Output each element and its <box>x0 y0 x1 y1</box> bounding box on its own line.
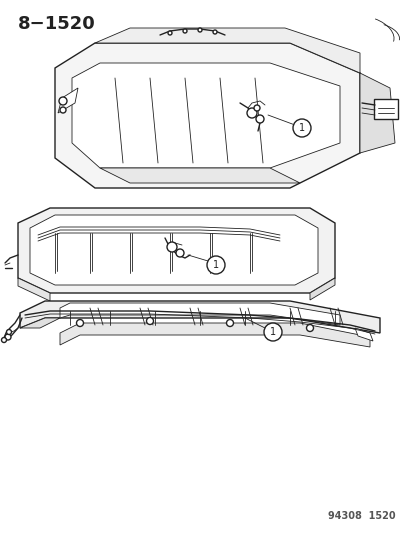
Text: 8−1520: 8−1520 <box>18 15 95 33</box>
Text: 1: 1 <box>212 260 218 270</box>
Polygon shape <box>95 28 359 73</box>
Polygon shape <box>359 73 394 153</box>
Polygon shape <box>20 301 379 333</box>
Circle shape <box>247 108 256 118</box>
Text: 94308  1520: 94308 1520 <box>328 511 395 521</box>
Circle shape <box>146 318 153 325</box>
Circle shape <box>76 319 83 327</box>
Text: 1: 1 <box>298 123 304 133</box>
Circle shape <box>263 323 281 341</box>
Circle shape <box>292 119 310 137</box>
Polygon shape <box>55 43 359 188</box>
Polygon shape <box>20 318 60 328</box>
Polygon shape <box>58 88 78 113</box>
Circle shape <box>176 249 183 257</box>
Circle shape <box>60 107 66 113</box>
Polygon shape <box>18 208 334 293</box>
FancyBboxPatch shape <box>373 99 397 119</box>
Polygon shape <box>60 323 369 347</box>
Polygon shape <box>309 278 334 300</box>
Polygon shape <box>72 63 339 168</box>
Circle shape <box>226 319 233 327</box>
Polygon shape <box>18 278 50 301</box>
Circle shape <box>168 31 171 35</box>
Polygon shape <box>354 328 372 341</box>
Circle shape <box>5 334 11 340</box>
Circle shape <box>206 256 224 274</box>
Circle shape <box>212 30 216 34</box>
Circle shape <box>7 329 12 335</box>
Text: 1: 1 <box>269 327 275 337</box>
Polygon shape <box>60 303 339 325</box>
Circle shape <box>254 105 259 111</box>
Circle shape <box>2 337 7 343</box>
Polygon shape <box>100 168 299 183</box>
Circle shape <box>59 97 67 105</box>
Circle shape <box>255 115 263 123</box>
Circle shape <box>306 325 313 332</box>
Circle shape <box>166 242 177 252</box>
Polygon shape <box>30 215 317 285</box>
Circle shape <box>183 29 187 33</box>
Circle shape <box>197 28 202 32</box>
